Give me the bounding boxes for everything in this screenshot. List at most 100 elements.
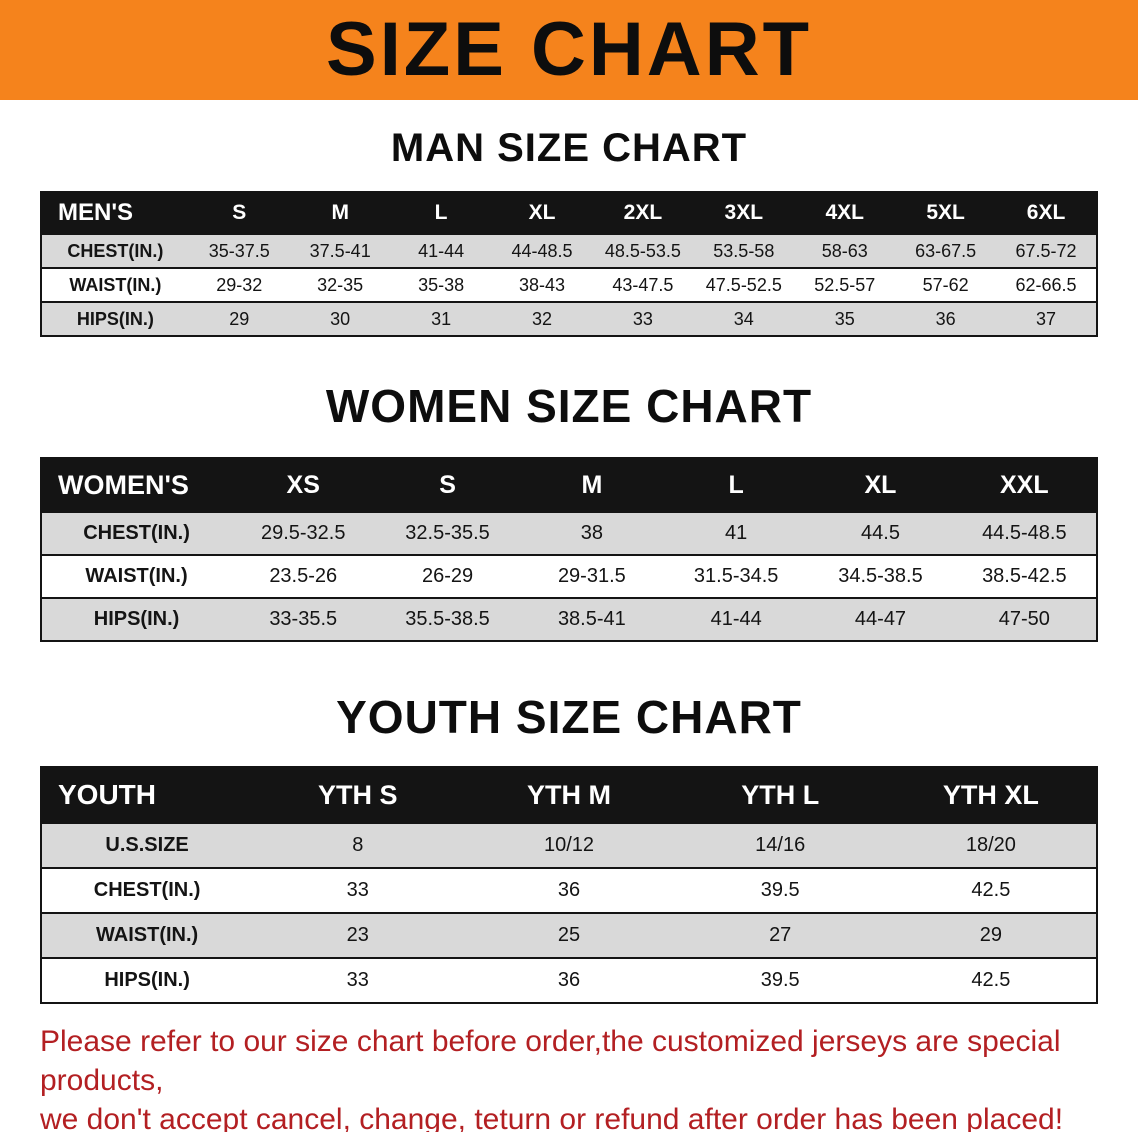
- value-cell: 33: [592, 301, 694, 336]
- value-cell: 33-35.5: [231, 597, 376, 641]
- value-cell: 47-50: [952, 597, 1097, 641]
- value-cell: 10/12: [463, 822, 675, 868]
- value-cell: 14/16: [674, 822, 886, 868]
- value-cell: 36: [463, 867, 675, 913]
- value-cell: 44-47: [808, 597, 953, 641]
- value-cell: 41: [664, 511, 809, 555]
- value-cell: 29: [885, 912, 1097, 958]
- value-cell: 32.5-35.5: [375, 511, 520, 555]
- value-cell: 48.5-53.5: [592, 233, 694, 268]
- value-cell: 29.5-32.5: [231, 511, 376, 555]
- table-header-row: MEN'S S M L XL 2XL 3XL 4XL 5XL 6XL: [41, 192, 1097, 234]
- value-cell: 63-67.5: [895, 233, 997, 268]
- size-header-cell: S: [375, 458, 520, 512]
- value-cell: 44.5-48.5: [952, 511, 1097, 555]
- row-label-cell: CHEST(IN.): [41, 867, 253, 913]
- table-header-row: YOUTH YTH S YTH M YTH L YTH XL: [41, 767, 1097, 823]
- value-cell: 42.5: [885, 867, 1097, 913]
- table-row: HIPS(IN.) 33-35.5 35.5-38.5 38.5-41 41-44 44-…: [41, 597, 1097, 641]
- footer-line-1: Please refer to our size chart before or…: [40, 1025, 1061, 1097]
- value-cell: 37.5-41: [289, 233, 391, 268]
- size-header-cell: YTH L: [674, 767, 886, 823]
- value-cell: 39.5: [674, 867, 886, 913]
- value-cell: 39.5: [674, 957, 886, 1003]
- value-cell: 58-63: [794, 233, 896, 268]
- value-cell: 34: [693, 301, 795, 336]
- value-cell: 29-31.5: [519, 554, 665, 598]
- value-cell: 43-47.5: [592, 267, 694, 302]
- value-cell: 23.5-26: [231, 554, 376, 598]
- size-header-cell: 4XL: [794, 192, 896, 234]
- banner: SIZE CHART: [0, 0, 1138, 100]
- table-title-cell: MEN'S: [41, 192, 189, 234]
- value-cell: 30: [289, 301, 391, 336]
- size-header-cell: XXL: [952, 458, 1097, 512]
- men-section-heading: MAN SIZE CHART: [390, 126, 748, 170]
- row-label-cell: WAIST(IN.): [41, 912, 253, 958]
- row-label-cell: U.S.SIZE: [41, 822, 253, 868]
- value-cell: 26-29: [375, 554, 520, 598]
- size-header-cell: YTH XL: [885, 767, 1097, 823]
- page-title: SIZE CHART: [326, 7, 812, 92]
- value-cell: 35-37.5: [188, 233, 290, 268]
- women-section-heading: WOMEN SIZE CHART: [325, 380, 813, 432]
- value-cell: 31: [390, 301, 492, 336]
- value-cell: 23: [252, 912, 464, 958]
- value-cell: 44-48.5: [491, 233, 593, 268]
- table-row: HIPS(IN.) 29 30 31 32 33 34 35 36 37: [41, 301, 1097, 336]
- row-label-cell: HIPS(IN.): [41, 301, 189, 336]
- value-cell: 34.5-38.5: [808, 554, 953, 598]
- value-cell: 8: [252, 822, 464, 868]
- value-cell: 57-62: [895, 267, 997, 302]
- value-cell: 38.5-41: [519, 597, 665, 641]
- row-label-cell: WAIST(IN.): [41, 267, 189, 302]
- value-cell: 47.5-52.5: [693, 267, 795, 302]
- value-cell: 67.5-72: [996, 233, 1097, 268]
- youth-size-table: YOUTH YTH S YTH M YTH L YTH XL U.S.SIZE 8 10/12…: [40, 766, 1098, 1004]
- value-cell: 36: [463, 957, 675, 1003]
- men-size-table: MEN'S S M L XL 2XL 3XL 4XL 5XL 6XL CHEST(IN.) 35-37…: [40, 191, 1098, 337]
- table-title-cell: WOMEN'S: [41, 458, 232, 512]
- size-header-cell: XS: [231, 458, 376, 512]
- value-cell: 25: [463, 912, 675, 958]
- value-cell: 35-38: [390, 267, 492, 302]
- table-row: CHEST(IN.) 33 36 39.5 42.5: [41, 867, 1097, 913]
- size-header-cell: YTH S: [252, 767, 464, 823]
- value-cell: 29: [188, 301, 290, 336]
- value-cell: 33: [252, 867, 464, 913]
- size-header-cell: YTH M: [463, 767, 675, 823]
- women-size-table: WOMEN'S XS S M L XL XXL CHEST(IN.) 29.5-32.5 32.5…: [40, 457, 1098, 642]
- value-cell: 62-66.5: [996, 267, 1097, 302]
- size-header-cell: L: [664, 458, 809, 512]
- footer-line-2: we don't accept cancel, change, teturn o…: [40, 1103, 1064, 1132]
- table-row: WAIST(IN.) 23.5-26 26-29 29-31.5 31.5-34.5 34…: [41, 554, 1097, 598]
- value-cell: 38.5-42.5: [952, 554, 1097, 598]
- size-header-cell: 5XL: [895, 192, 997, 234]
- value-cell: 41-44: [664, 597, 809, 641]
- table-header-row: WOMEN'S XS S M L XL XXL: [41, 458, 1097, 512]
- value-cell: 38-43: [491, 267, 593, 302]
- size-header-cell: XL: [808, 458, 953, 512]
- table-row: CHEST(IN.) 29.5-32.5 32.5-35.5 38 41 44.5 44.5…: [41, 511, 1097, 555]
- value-cell: 35.5-38.5: [375, 597, 520, 641]
- table-row: WAIST(IN.) 23 25 27 29: [41, 912, 1097, 958]
- value-cell: 38: [519, 511, 665, 555]
- value-cell: 37: [996, 301, 1097, 336]
- value-cell: 44.5: [808, 511, 953, 555]
- value-cell: 41-44: [390, 233, 492, 268]
- value-cell: 32: [491, 301, 593, 336]
- table-row: U.S.SIZE 8 10/12 14/16 18/20: [41, 822, 1097, 868]
- table-row: WAIST(IN.) 29-32 32-35 35-38 38-43 43-47.5 47.…: [41, 267, 1097, 302]
- size-header-cell: L: [390, 192, 492, 234]
- value-cell: 33: [252, 957, 464, 1003]
- row-label-cell: CHEST(IN.): [41, 233, 189, 268]
- size-header-cell: 3XL: [693, 192, 795, 234]
- youth-section-heading: YOUTH SIZE CHART: [336, 691, 802, 743]
- row-label-cell: CHEST(IN.): [41, 511, 232, 555]
- size-header-cell: M: [519, 458, 665, 512]
- size-header-cell: XL: [491, 192, 593, 234]
- size-header-cell: M: [289, 192, 391, 234]
- value-cell: 53.5-58: [693, 233, 795, 268]
- value-cell: 18/20: [885, 822, 1097, 868]
- value-cell: 36: [895, 301, 997, 336]
